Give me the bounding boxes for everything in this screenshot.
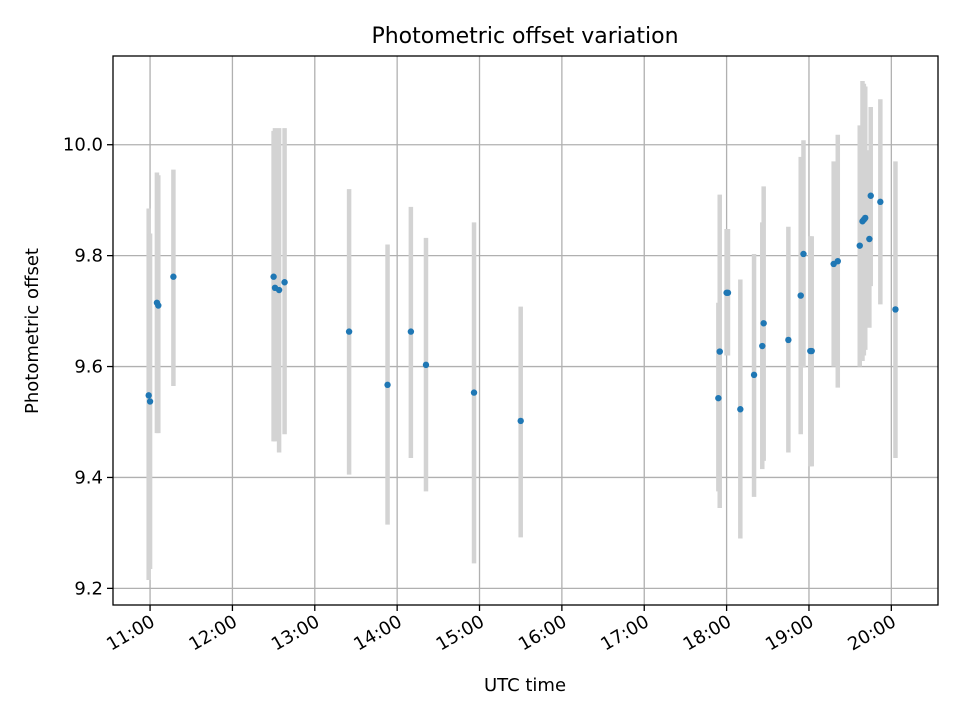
data-point — [797, 292, 804, 299]
data-point — [281, 279, 288, 286]
data-point — [892, 306, 899, 313]
data-point — [384, 381, 391, 389]
data-point — [407, 328, 415, 335]
data-point — [867, 192, 874, 199]
data-point — [270, 273, 277, 280]
data-point — [785, 336, 792, 344]
data-point — [760, 320, 767, 327]
data-point — [800, 250, 807, 258]
data-points — [145, 192, 899, 425]
data-point — [170, 273, 177, 280]
x-axis-label: UTC time — [484, 675, 566, 696]
y-tick-label: 10.0 — [63, 135, 103, 156]
data-point — [145, 392, 152, 399]
y-tick-label: 9.6 — [74, 357, 103, 378]
plot-frame — [112, 55, 939, 606]
data-point — [470, 389, 478, 396]
data-point — [422, 361, 430, 369]
data-point — [155, 302, 162, 309]
data-point — [275, 286, 283, 294]
data-point — [715, 394, 722, 402]
y-tick-label: 9.8 — [74, 246, 103, 267]
chart-title: Photometric offset variation — [371, 24, 678, 49]
data-point — [345, 328, 353, 335]
y-tick-label: 9.2 — [74, 578, 103, 599]
data-point — [866, 235, 873, 243]
data-point — [517, 417, 524, 425]
y-axis-label: Photometric offset — [22, 248, 43, 414]
data-point — [862, 214, 869, 222]
data-point — [759, 342, 766, 350]
data-point — [877, 198, 884, 206]
y-tick-label: 9.4 — [74, 467, 103, 488]
data-point — [834, 257, 841, 265]
data-point — [716, 348, 723, 355]
data-point — [146, 398, 154, 405]
data-point — [750, 371, 758, 379]
grid — [113, 56, 938, 605]
data-point — [724, 289, 732, 296]
data-point — [808, 347, 815, 355]
data-point — [737, 406, 744, 413]
data-point — [856, 242, 863, 249]
